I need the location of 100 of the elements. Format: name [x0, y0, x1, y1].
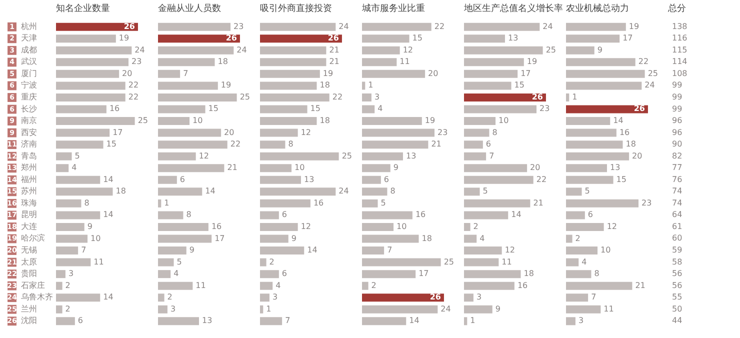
text: 90 [672, 140, 682, 149]
data-label: 8 [186, 210, 192, 220]
bar [362, 305, 438, 314]
bar [158, 188, 202, 196]
data-label: 22 [230, 140, 241, 149]
bar [158, 222, 208, 231]
data-label: 19 [424, 116, 436, 126]
bar [260, 152, 339, 160]
bar [566, 246, 598, 255]
bar [56, 93, 126, 102]
bar [56, 34, 116, 43]
data-label: 3 [170, 304, 176, 314]
data-label: 15 [106, 140, 116, 149]
data-label: 26 [226, 34, 238, 43]
text: 138 [672, 22, 688, 31]
data-label: 22 [332, 92, 343, 102]
bar [56, 82, 126, 90]
chart-title: 知名企业数量 [56, 3, 110, 14]
chart-title: 地区生产总值名义增长率 [463, 3, 563, 14]
data-label: 7 [591, 292, 596, 302]
bar [566, 93, 570, 102]
bar [566, 294, 588, 302]
bar [260, 246, 304, 255]
text: 82 [672, 151, 682, 160]
data-label: 20 [428, 68, 438, 78]
bar [464, 199, 530, 208]
bar [566, 188, 582, 196]
data-label: 25 [342, 151, 352, 160]
bar [566, 164, 607, 172]
bar [158, 258, 174, 266]
data-label: 18 [320, 80, 330, 90]
bar [464, 188, 480, 196]
data-label: 6 [282, 269, 288, 278]
bar [566, 199, 639, 208]
bar [566, 82, 642, 90]
data-label: 22 [434, 22, 445, 31]
data-label: 10 [600, 246, 611, 255]
bar [464, 270, 521, 278]
bar [362, 128, 435, 137]
bar [158, 34, 240, 43]
bar [158, 140, 228, 149]
data-label: 16 [619, 128, 630, 137]
data-label: 4 [378, 104, 383, 114]
bar [56, 222, 84, 231]
data-label: 25 [648, 68, 658, 78]
bar [464, 152, 486, 160]
chart-title: 吸引外商直接投资 [260, 3, 332, 14]
bar [362, 46, 400, 54]
data-label: 18 [320, 116, 330, 126]
data-label: 19 [322, 68, 334, 78]
bar [566, 117, 610, 126]
data-label: 24 [440, 304, 451, 314]
data-label: 16 [313, 198, 324, 208]
bar [158, 282, 193, 290]
data-label: 7 [285, 316, 290, 326]
bar [464, 58, 524, 66]
data-label: 7 [489, 151, 494, 160]
data-label: 17 [622, 34, 633, 43]
data-label: 9 [189, 246, 194, 255]
data-label: 5 [74, 151, 80, 160]
data-label: 7 [387, 246, 392, 255]
bar [362, 164, 390, 172]
bar [464, 70, 518, 78]
bar [362, 282, 368, 290]
data-label: 17 [112, 128, 123, 137]
bar [260, 176, 301, 184]
data-label: 1 [368, 80, 374, 90]
data-label: 24 [236, 45, 247, 54]
bar [158, 128, 222, 137]
data-label: 9 [291, 234, 296, 243]
data-label: 3 [578, 316, 584, 326]
data-label: 13 [304, 174, 314, 184]
bar [158, 176, 177, 184]
text: 44 [672, 316, 682, 326]
data-label: 23 [540, 104, 550, 114]
data-label: 2 [473, 222, 478, 231]
data-label: 24 [338, 22, 349, 31]
data-label: 8 [492, 128, 498, 137]
bar [260, 82, 317, 90]
data-label: 16 [109, 104, 120, 114]
text: 115 [672, 45, 688, 54]
data-label: 8 [390, 186, 396, 196]
data-label: 10 [192, 116, 203, 126]
bar [464, 246, 502, 255]
bar [260, 70, 320, 78]
data-label: 20 [530, 163, 540, 172]
bar [56, 128, 110, 137]
bar [362, 93, 372, 102]
data-label: 5 [380, 198, 386, 208]
bar [464, 105, 537, 114]
data-label: 26 [634, 104, 646, 114]
bar [260, 117, 317, 126]
bar [158, 317, 199, 326]
bar [566, 176, 614, 184]
data-label: 16 [517, 280, 528, 290]
bar [362, 140, 428, 149]
bar [56, 294, 100, 302]
bar [260, 294, 270, 302]
data-label: 14 [103, 174, 114, 184]
bar [464, 258, 499, 266]
